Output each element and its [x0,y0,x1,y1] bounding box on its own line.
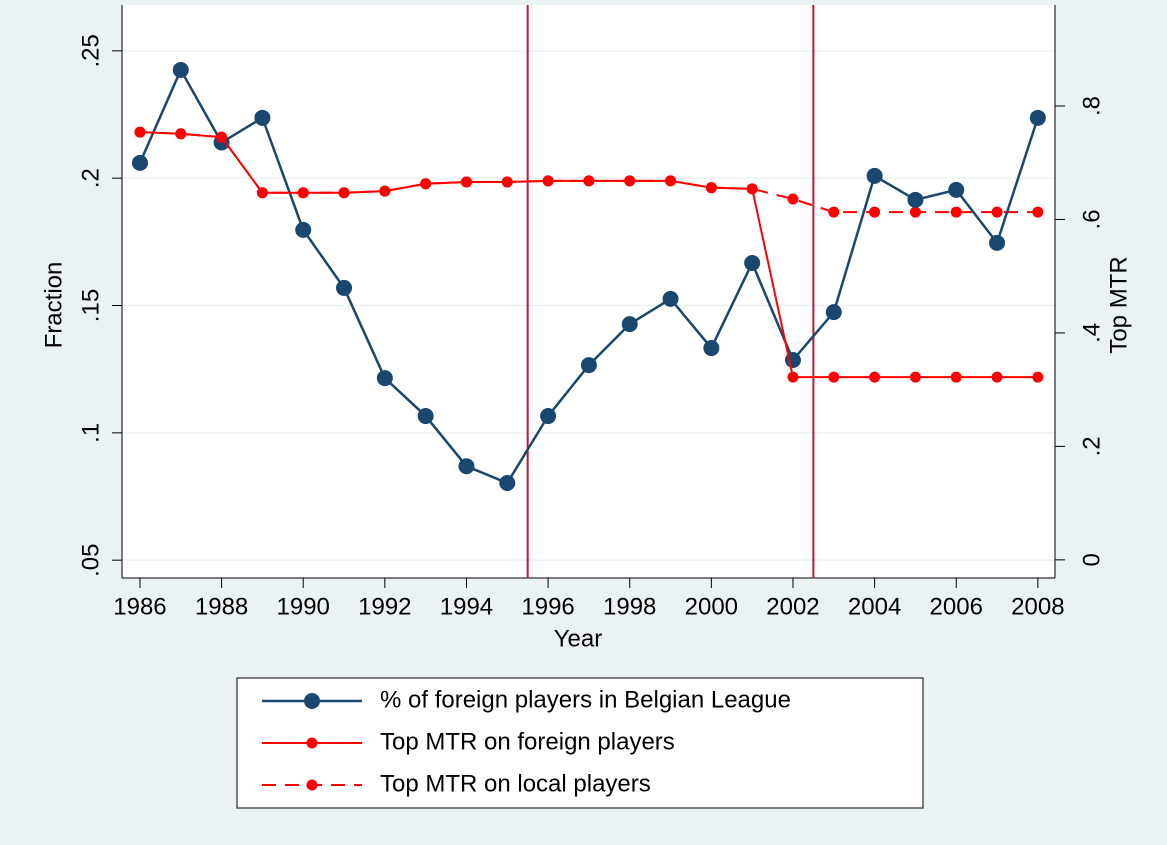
data-point [336,279,353,296]
data-point [869,206,881,218]
x-tick-label: 1988 [195,593,248,620]
legend-marker [304,693,320,709]
data-point [744,254,761,271]
legend-marker [306,779,318,791]
data-point [950,206,962,218]
x-tick-label: 2006 [930,593,983,620]
data-point [1032,371,1044,383]
y2-tick-label: .8 [1078,96,1105,116]
y-tick-label: .2 [77,168,104,188]
y2-tick-label: .2 [1078,436,1105,456]
data-point [254,109,271,126]
data-point [828,371,840,383]
data-point [379,185,391,197]
data-point [297,187,309,199]
data-point [703,340,720,357]
y2-tick-label: 0 [1078,553,1105,566]
x-tick-label: 1986 [113,593,166,620]
y-tick-label: .1 [77,423,104,443]
x-tick-label: 2000 [685,593,738,620]
data-point [540,408,557,425]
legend-marker [306,737,318,749]
x-tick-label: 2002 [766,593,819,620]
data-point [662,290,679,307]
data-point [338,187,350,199]
data-point [460,176,472,188]
y-tick-label: .15 [77,289,104,322]
data-point [134,126,146,138]
data-point [828,206,840,218]
x-tick-label: 1992 [358,593,411,620]
data-point [746,183,758,195]
data-point [458,458,475,475]
data-point [909,206,921,218]
legend-label: Top MTR on local players [380,770,651,797]
data-point [295,221,312,238]
data-point [825,304,842,321]
x-tick-label: 2004 [848,593,901,620]
y2-tick-label: .6 [1078,209,1105,229]
data-point [583,175,595,187]
x-tick-label: 1994 [440,593,493,620]
data-point [172,61,189,78]
data-point [869,371,881,383]
data-point [624,175,636,187]
data-point [542,175,554,187]
data-point [621,316,638,333]
legend-label: Top MTR on foreign players [380,728,675,755]
data-point [787,371,799,383]
data-point [131,154,148,171]
data-point [216,131,228,143]
y2-axis-title: Top MTR [1105,256,1132,353]
data-point [376,370,393,387]
plot-area [122,5,1055,578]
data-point [417,408,434,425]
data-point [989,234,1006,251]
data-point [1029,109,1046,126]
data-point [256,187,268,199]
data-point [948,181,965,198]
data-point [909,371,921,383]
x-axis-title: Year [554,625,603,652]
data-point [499,475,516,492]
x-tick-label: 1996 [521,593,574,620]
y-tick-label: .05 [77,543,104,576]
data-point [866,167,883,184]
y-axis-title: Fraction [40,262,67,349]
data-point [580,357,597,374]
data-point [950,371,962,383]
data-point [665,175,677,187]
data-point [991,371,1003,383]
x-tick-label: 1998 [603,593,656,620]
y2-tick-label: .4 [1078,323,1105,343]
data-point [1032,206,1044,218]
x-tick-label: 2008 [1011,593,1064,620]
x-tick-label: 1990 [277,593,330,620]
legend-label: % of foreign players in Belgian League [380,686,791,713]
data-point [787,193,799,205]
data-point [991,206,1003,218]
y-tick-label: .25 [77,34,104,67]
data-point [501,176,513,188]
data-point [705,182,717,194]
data-point [175,128,187,140]
data-point [907,191,924,208]
data-point [420,178,432,190]
